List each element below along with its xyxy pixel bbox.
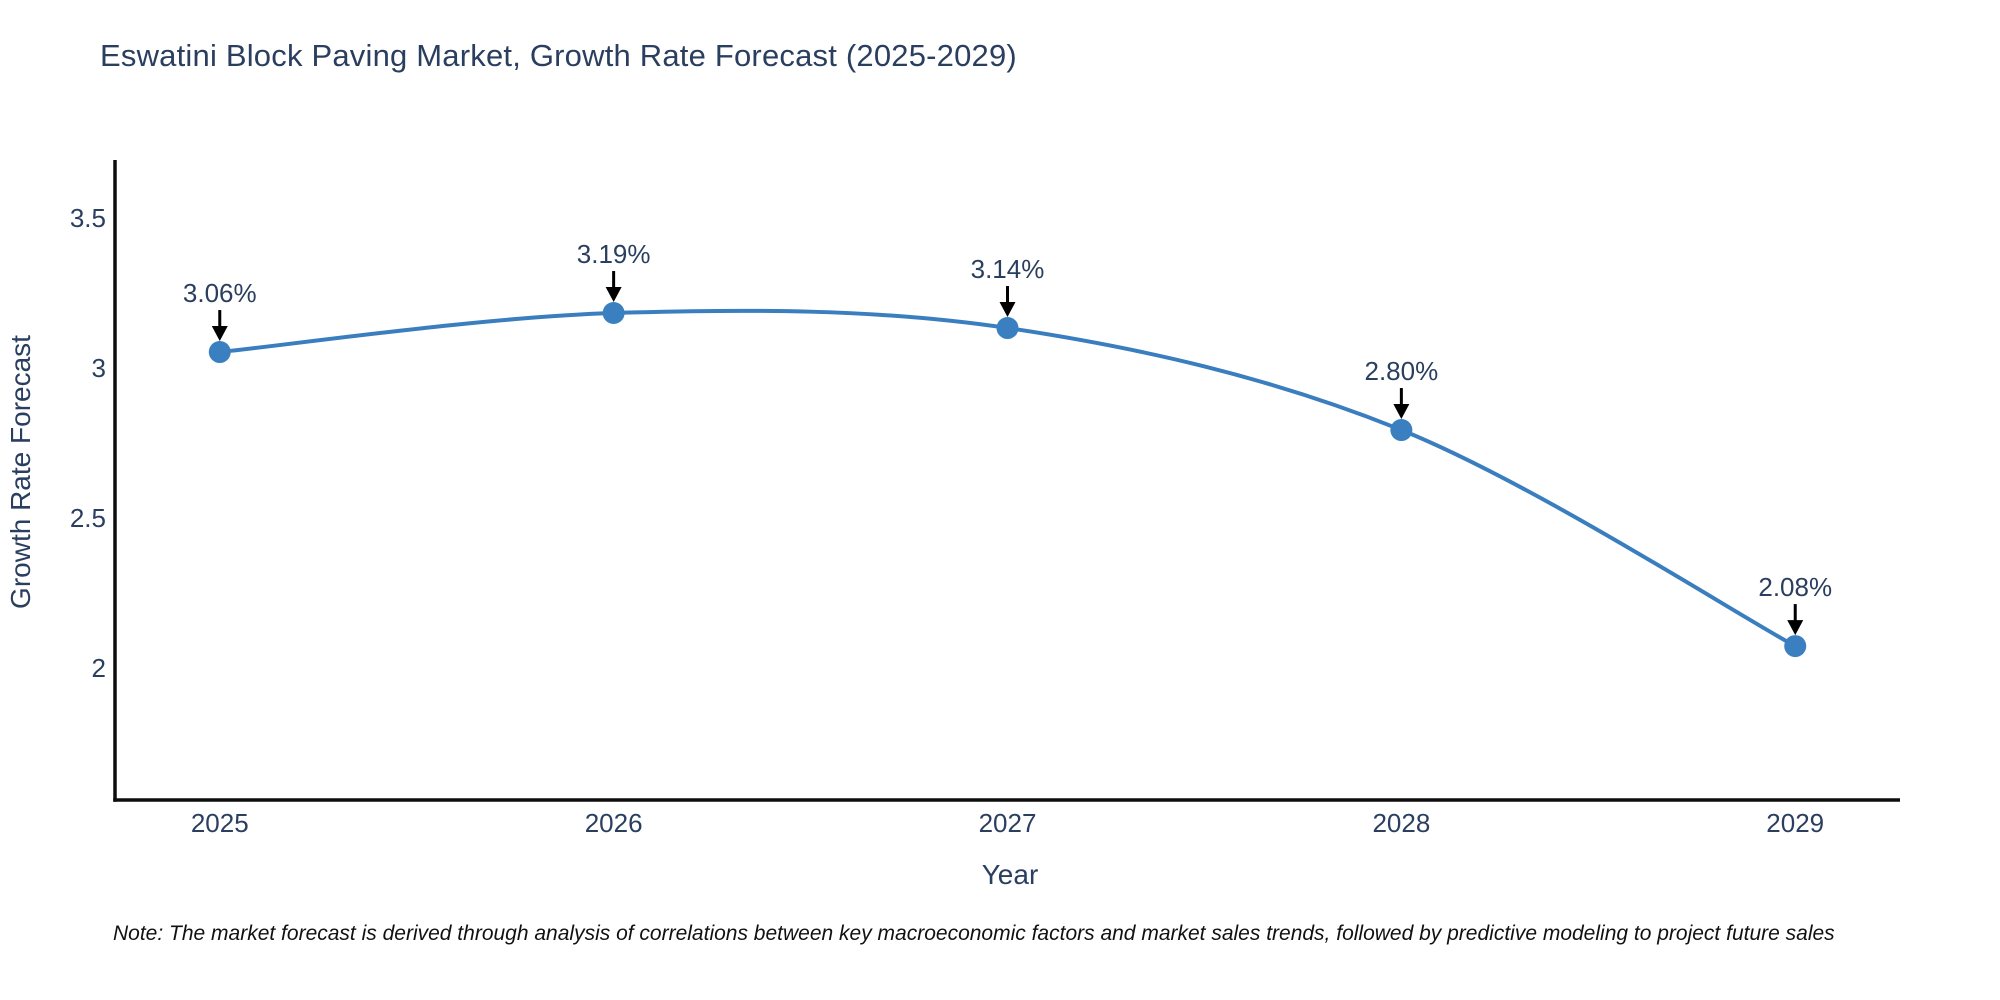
- x-tick-label: 2027: [979, 808, 1037, 838]
- point-annotation-label: 3.19%: [577, 239, 651, 269]
- point-annotation-label: 2.08%: [1758, 572, 1832, 602]
- chart-marker: [1390, 419, 1413, 442]
- annotation-arrowhead-icon: [1787, 620, 1804, 636]
- x-tick-label: 2026: [585, 808, 643, 838]
- chart-line: [217, 308, 1798, 649]
- point-annotation-label: 3.14%: [971, 254, 1045, 284]
- chart-marker: [996, 317, 1019, 340]
- y-tick-label: 3: [92, 353, 106, 383]
- chart-marker: [208, 341, 231, 364]
- chart-marker: [602, 302, 625, 325]
- annotation-arrowhead-icon: [999, 302, 1016, 318]
- x-tick-label: 2025: [191, 808, 249, 838]
- x-axis-title: Year: [982, 859, 1039, 890]
- annotation-arrowhead-icon: [1393, 404, 1410, 420]
- x-tick-label: 2029: [1766, 808, 1824, 838]
- annotation-arrowhead-icon: [605, 287, 622, 303]
- point-annotation-label: 3.06%: [183, 278, 257, 308]
- annotation-arrowhead-icon: [211, 326, 228, 342]
- footnote: Note: The market forecast is derived thr…: [113, 922, 1835, 945]
- chart-title: Eswatini Block Paving Market, Growth Rat…: [100, 38, 1017, 73]
- y-axis-title: Growth Rate Forecast: [5, 335, 36, 609]
- x-tick-label: 2028: [1372, 808, 1430, 838]
- point-annotation-label: 2.80%: [1364, 356, 1438, 386]
- chart-marker: [1784, 635, 1807, 658]
- y-tick-label: 2: [92, 653, 106, 683]
- y-tick-label: 2.5: [70, 503, 106, 533]
- y-tick-label: 3.5: [70, 203, 106, 233]
